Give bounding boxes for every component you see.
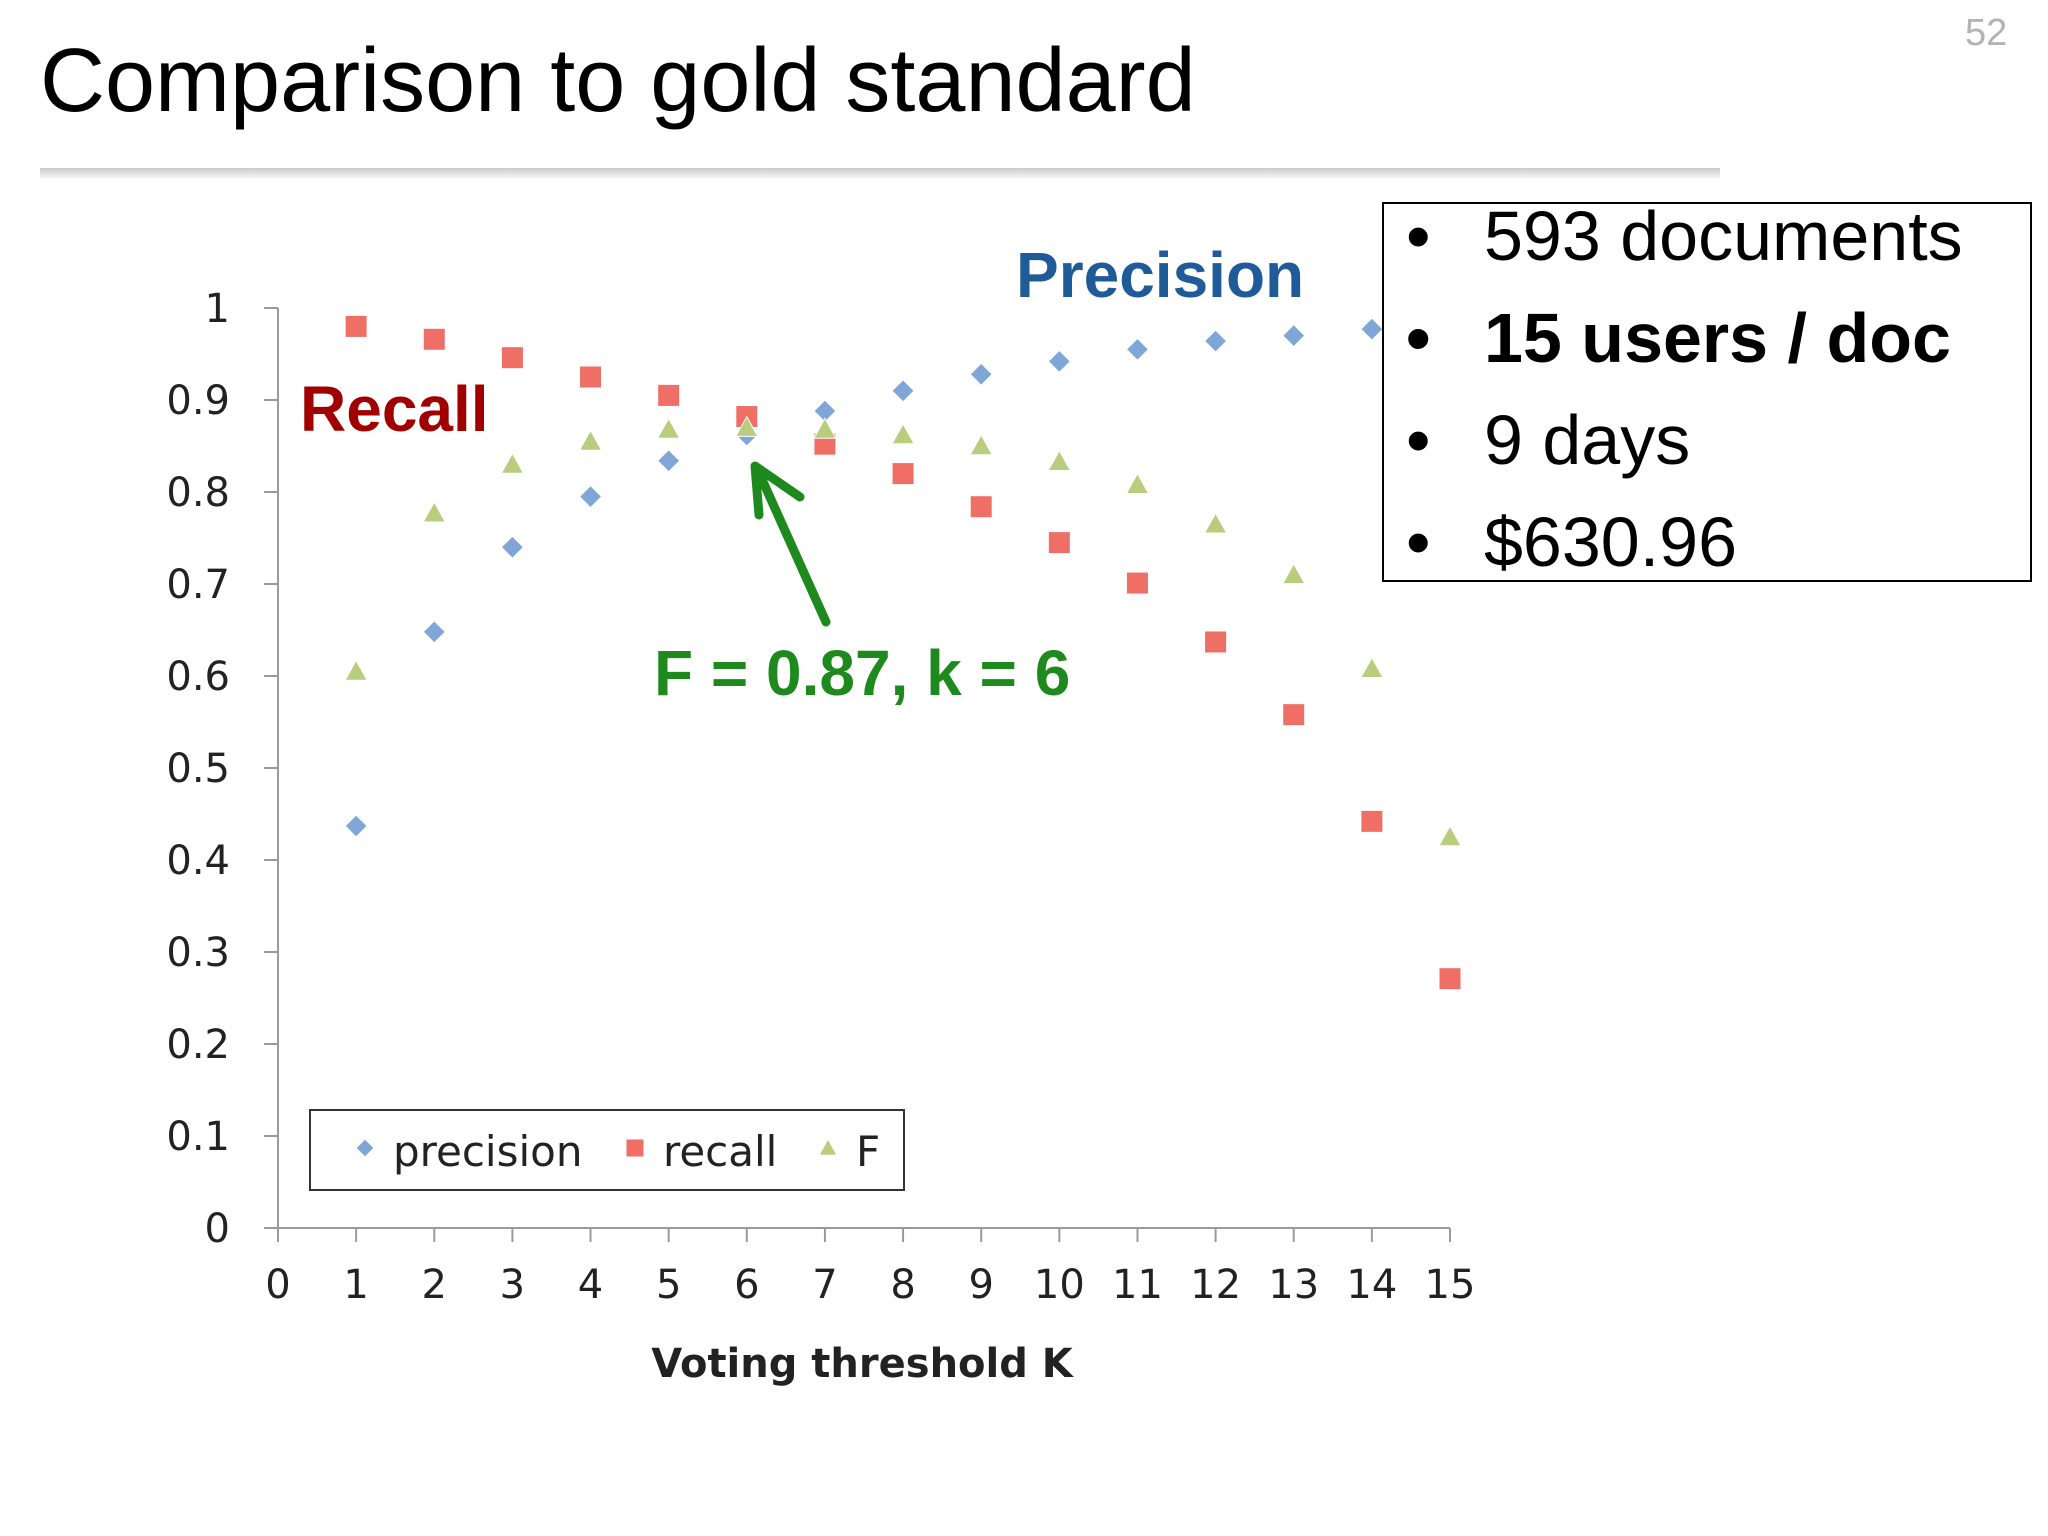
precision-point <box>578 484 603 509</box>
precision-annotation: Precision <box>1016 239 1305 311</box>
bullet-text: 15 users / doc <box>1484 299 1951 377</box>
legend-label-recall: recall <box>663 1127 777 1176</box>
chart-axes: 00.10.20.30.40.50.60.70.80.910 1 2 3 4 5 6 7 8 9 1… <box>166 286 1475 1308</box>
recall-point <box>579 365 603 389</box>
y-tick-label: 0.5 <box>166 746 230 792</box>
x-tick-label: 7 <box>812 1262 837 1308</box>
y-tick-label: 0.4 <box>166 838 230 884</box>
precision-point <box>344 814 368 838</box>
x-tick-label: 2 <box>422 1262 447 1308</box>
precision-point <box>1360 317 1384 341</box>
bullet-dot: • <box>1406 197 1431 275</box>
chart-legend: precision recall F <box>309 1109 905 1191</box>
bullet-dot: • <box>1406 299 1431 377</box>
f-point <box>1047 449 1072 471</box>
precision-point <box>1282 323 1306 348</box>
x-tick-label: 15 <box>1425 1262 1476 1308</box>
x-tick-label: 6 <box>734 1262 759 1308</box>
optimum-arrow <box>750 461 831 627</box>
legend-label-f: F <box>856 1127 880 1176</box>
y-tick-label: 0.3 <box>166 930 230 976</box>
recall-annotation: Recall <box>300 373 489 445</box>
x-tick-label: 8 <box>890 1262 915 1308</box>
y-tick-label: 0 <box>205 1206 230 1252</box>
x-tick-label: 11 <box>1112 1262 1163 1308</box>
f-point <box>1360 656 1384 678</box>
title-divider <box>40 168 1720 180</box>
recall-point <box>344 314 368 338</box>
recall-point <box>1125 571 1149 595</box>
recall-point <box>1047 531 1071 555</box>
f-point <box>500 452 525 474</box>
x-tick-label: 5 <box>656 1262 681 1308</box>
x-tick-label: 3 <box>500 1262 525 1308</box>
y-tick-label: 0.1 <box>166 1114 230 1160</box>
y-tick-label: 0.7 <box>166 562 230 608</box>
legend-marker-recall <box>625 1138 645 1158</box>
f-point <box>656 417 681 439</box>
y-tick-label: 1 <box>205 286 230 332</box>
f-point <box>1281 562 1306 585</box>
y-tick-label: 0.2 <box>166 1022 230 1068</box>
slide-number: 52 <box>1965 12 2008 54</box>
x-tick-label: 9 <box>968 1262 993 1308</box>
f-point <box>969 433 994 456</box>
f-point <box>1203 512 1228 534</box>
x-tick-label: 14 <box>1346 1262 1397 1308</box>
recall-point <box>422 327 446 351</box>
legend-marker-precision <box>355 1138 375 1158</box>
precision-point <box>1125 337 1150 362</box>
precision-point <box>422 620 446 644</box>
precision-point <box>969 362 993 386</box>
y-tick-label: 0.9 <box>166 378 230 424</box>
recall-point <box>1360 809 1384 833</box>
precision-point <box>891 379 915 403</box>
bullet-text: 593 documents <box>1484 197 1963 275</box>
f-point <box>578 429 603 451</box>
f-point <box>1125 472 1150 494</box>
recall-point <box>969 495 993 519</box>
bullet-dot: • <box>1406 503 1431 581</box>
recall-point <box>1282 703 1306 727</box>
x-tick-label: 1 <box>343 1262 368 1308</box>
precision-point <box>656 449 681 473</box>
slide-title: Comparison to gold standard <box>40 31 1196 131</box>
f-point <box>344 659 368 681</box>
f-point <box>422 501 447 523</box>
f-point <box>734 415 759 437</box>
recall-point <box>1438 967 1462 991</box>
legend-frame <box>309 1109 905 1191</box>
bullet-dot: • <box>1406 401 1431 479</box>
recall-point <box>891 462 915 486</box>
x-tick-label: 10 <box>1034 1262 1085 1308</box>
precision-point <box>500 535 525 559</box>
x-axis-label: Voting threshold K <box>651 1341 1075 1387</box>
recall-point <box>1204 630 1228 654</box>
y-tick-label: 0.6 <box>166 654 230 700</box>
chart-marks <box>344 314 1462 991</box>
f-point <box>1438 824 1462 847</box>
x-tick-label: 12 <box>1190 1262 1241 1308</box>
bullet-text: $630.96 <box>1484 503 1738 581</box>
info-box: • 593 documents • 15 users / doc • 9 day… <box>1382 197 2032 582</box>
x-tick-label: 0 <box>265 1262 290 1308</box>
f-point <box>891 422 915 445</box>
y-tick-label: 0.8 <box>166 470 230 516</box>
f-optimum-annotation: F = 0.87, k = 6 <box>654 637 1071 709</box>
recall-point <box>500 346 524 370</box>
precision-point <box>1047 349 1072 374</box>
legend-marker-f <box>818 1137 838 1156</box>
x-tick-label: 13 <box>1268 1262 1319 1308</box>
legend-label-precision: precision <box>393 1127 582 1176</box>
f-point <box>813 417 837 439</box>
precision-point <box>1203 329 1228 353</box>
recall-point <box>657 383 681 407</box>
bullet-text: 9 days <box>1484 401 1691 479</box>
x-tick-label: 4 <box>578 1262 603 1308</box>
